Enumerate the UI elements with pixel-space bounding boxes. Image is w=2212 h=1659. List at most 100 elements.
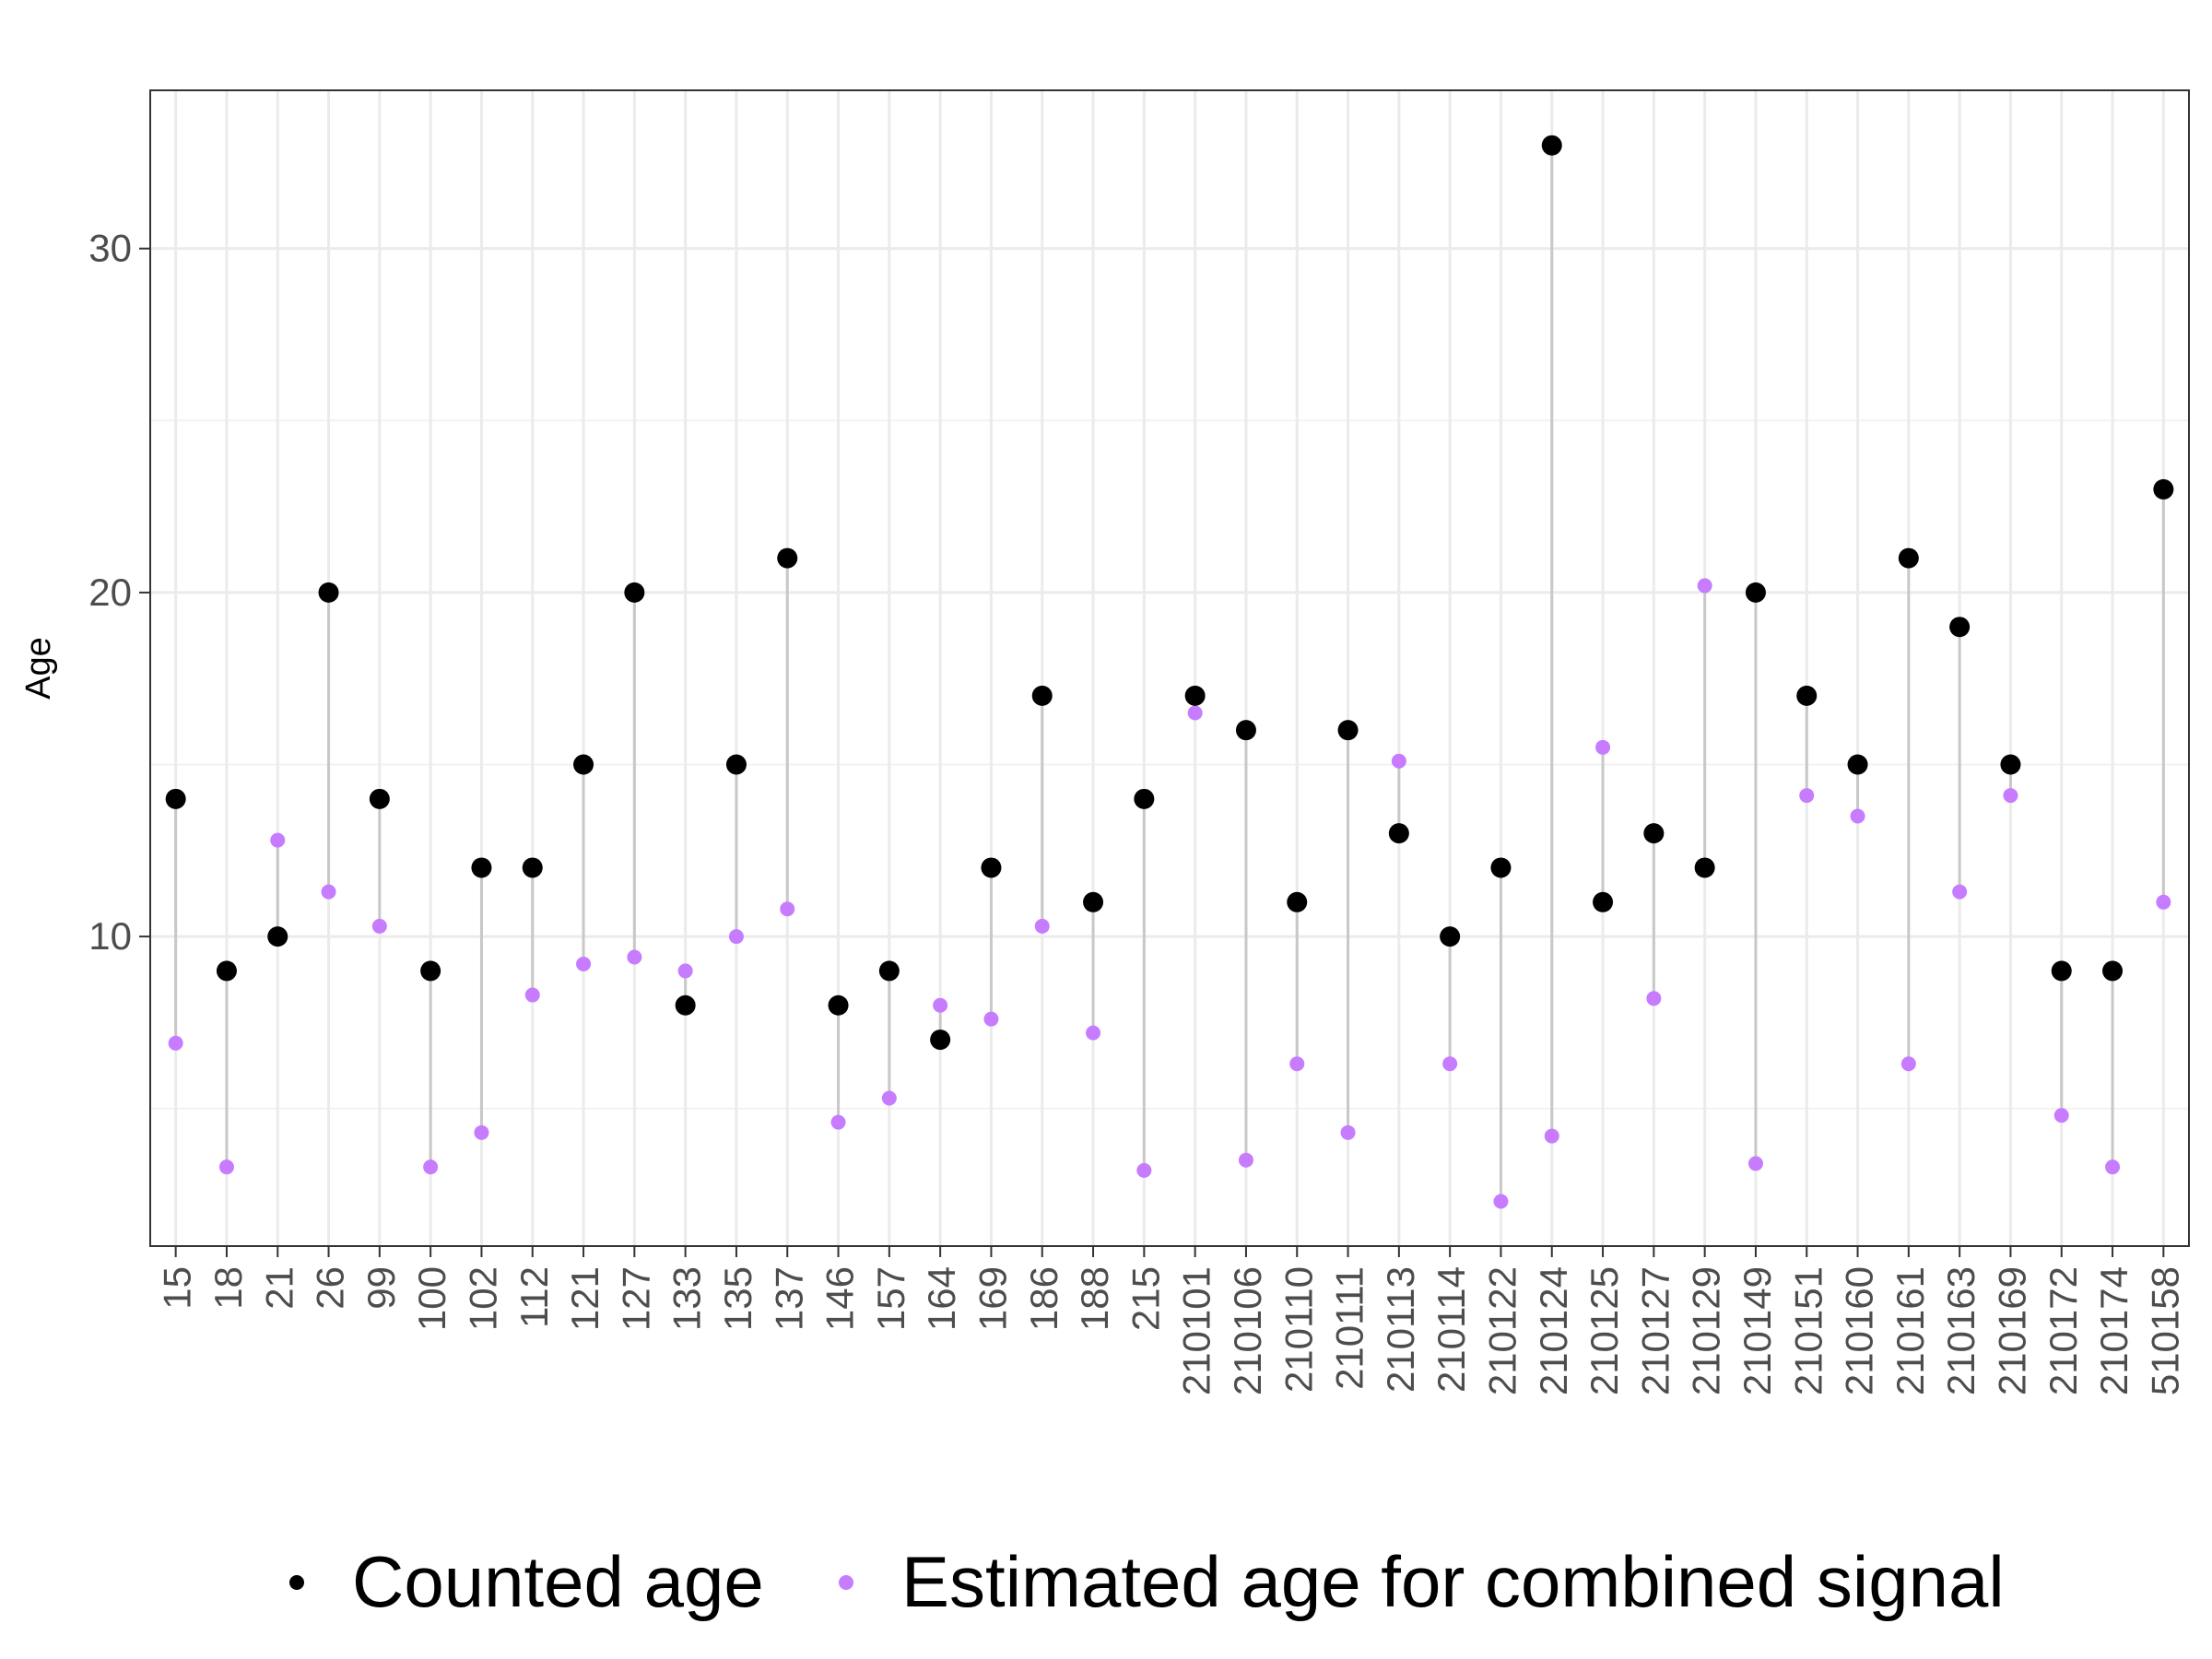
point-counted-age — [318, 582, 339, 603]
segment-layer — [174, 145, 2165, 1202]
point-estimated-age — [1289, 1056, 1305, 1072]
x-tick-label: 210106 — [1226, 1266, 1269, 1395]
point-estimated-age — [1340, 1124, 1356, 1140]
point-estimated-age — [576, 956, 592, 971]
point-estimated-age — [1952, 884, 1968, 900]
point-counted-age — [369, 788, 390, 809]
x-tick-label: 210125 — [1583, 1266, 1626, 1395]
x-tick-label: 210122 — [1480, 1266, 1524, 1395]
panel-border — [149, 89, 2190, 1247]
point-estimated-age — [1595, 739, 1611, 755]
x-tick-label: 210127 — [1633, 1266, 1677, 1395]
axis-layer: 10 20 30 15 18 21 26 99 100 102 112 121 127 133 135 137… — [88, 227, 2186, 1395]
point-estimated-age — [728, 929, 744, 945]
point-estimated-age — [1238, 1152, 1253, 1168]
x-tick-label: 210161 — [1888, 1266, 1932, 1395]
point-estimated-age — [677, 963, 693, 979]
legend-key-estimated-age — [839, 1575, 853, 1590]
point-counted-age — [165, 788, 186, 809]
point-estimated-age — [780, 901, 795, 917]
point-counted-age — [675, 994, 696, 1016]
point-estimated-age — [270, 832, 286, 848]
x-tick-label: 210174 — [2092, 1266, 2136, 1395]
point-estimated-age — [2156, 894, 2171, 910]
point-estimated-age — [983, 1011, 999, 1027]
point-counted-age — [1031, 685, 1053, 706]
point-counted-age — [828, 994, 849, 1016]
point-estimated-age — [474, 1124, 489, 1140]
x-tick-label: 210101 — [1175, 1266, 1218, 1395]
point-counted-age — [1337, 720, 1359, 741]
x-tick-label: 210129 — [1685, 1266, 1728, 1395]
point-estimated-age — [1544, 1128, 1559, 1144]
point-counted-age — [1490, 857, 1512, 878]
x-tick-label: 210124 — [1532, 1266, 1575, 1395]
point-counted-age — [981, 857, 1002, 878]
x-tick-label: 210169 — [1990, 1266, 2033, 1395]
point-estimated-age — [1442, 1056, 1458, 1072]
x-tick-label: 112 — [512, 1266, 556, 1328]
y-axis-title: Age — [19, 637, 58, 700]
x-tick-label: 210110 — [1277, 1266, 1320, 1393]
point-counted-age — [1898, 547, 1919, 569]
x-tick-label: 188 — [1073, 1266, 1116, 1331]
point-estimated-age — [1850, 808, 1865, 824]
x-tick-label: 210111 — [1328, 1266, 1371, 1390]
point-layer — [165, 135, 2174, 1209]
x-tick-label: 15 — [156, 1266, 199, 1310]
point-estimated-age — [830, 1114, 846, 1130]
y-tick-label: 20 — [88, 571, 132, 614]
grid-layer — [150, 90, 2189, 1246]
point-estimated-age — [1136, 1162, 1152, 1178]
point-counted-age — [1235, 720, 1256, 741]
point-counted-age — [624, 582, 645, 603]
point-counted-age — [878, 960, 900, 982]
point-counted-age — [1440, 926, 1461, 947]
x-tick-label: 100 — [410, 1266, 453, 1331]
point-estimated-age — [627, 949, 642, 965]
point-counted-age — [1184, 685, 1206, 706]
x-tick-label: 21 — [257, 1266, 300, 1310]
point-estimated-age — [1086, 1025, 1101, 1041]
y-tick-label: 30 — [88, 227, 132, 270]
x-tick-label: 210151 — [1786, 1266, 1830, 1395]
point-estimated-age — [1747, 1156, 1763, 1171]
x-tick-label: 157 — [869, 1266, 912, 1331]
x-tick-label: 146 — [818, 1266, 862, 1331]
point-counted-age — [777, 547, 798, 569]
point-estimated-age — [423, 1159, 439, 1175]
x-tick-label: 127 — [614, 1266, 657, 1331]
point-estimated-age — [218, 1159, 234, 1175]
y-tick-label: 10 — [88, 914, 132, 958]
x-tick-label: 135 — [716, 1266, 759, 1331]
point-counted-age — [1388, 823, 1409, 844]
x-tick-label: 18 — [206, 1266, 250, 1310]
point-estimated-age — [371, 918, 387, 934]
point-counted-age — [267, 926, 288, 947]
point-estimated-age — [168, 1035, 183, 1051]
point-counted-age — [2153, 478, 2174, 500]
point-estimated-age — [1646, 991, 1662, 1006]
point-counted-age — [1083, 891, 1104, 912]
point-estimated-age — [1187, 705, 1203, 721]
point-estimated-age — [2003, 788, 2018, 804]
point-counted-age — [420, 960, 441, 982]
x-tick-label: 26 — [309, 1266, 352, 1310]
legend: Counted age Estimated age for combined si… — [289, 1541, 2005, 1622]
point-counted-age — [216, 960, 237, 982]
x-tick-label: 102 — [461, 1266, 504, 1331]
point-counted-age — [1796, 685, 1818, 706]
legend-label-counted-age: Counted age — [352, 1541, 764, 1622]
point-counted-age — [471, 857, 492, 878]
point-counted-age — [1694, 857, 1715, 878]
x-tick-label: 186 — [1022, 1266, 1065, 1331]
point-counted-age — [573, 754, 594, 775]
point-counted-age — [522, 857, 543, 878]
x-tick-label: 210160 — [1838, 1266, 1881, 1395]
point-counted-age — [1847, 754, 1868, 775]
x-tick-label: 137 — [767, 1266, 810, 1331]
x-tick-label: 210114 — [1430, 1266, 1473, 1393]
x-tick-label: 121 — [563, 1266, 606, 1331]
point-counted-age — [1134, 788, 1155, 809]
